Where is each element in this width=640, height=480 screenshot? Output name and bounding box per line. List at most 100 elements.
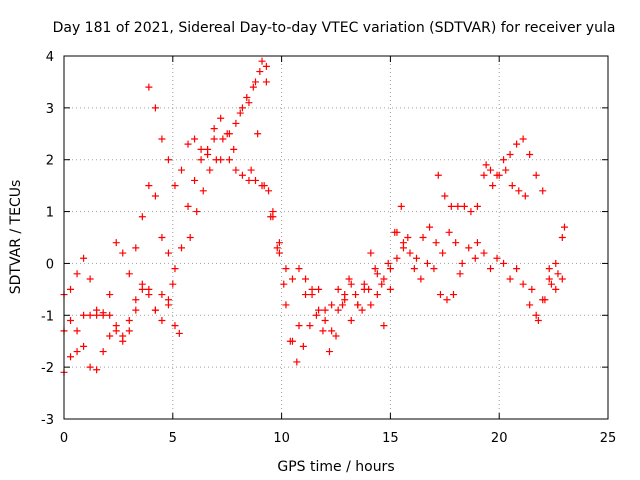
data-point (312, 311, 320, 319)
data-point (486, 265, 494, 273)
data-point (80, 254, 88, 262)
data-point (247, 166, 255, 174)
data-point (132, 296, 140, 304)
data-point (558, 275, 566, 283)
x-tick-label: 20 (491, 431, 508, 446)
data-point (112, 239, 120, 247)
data-point (465, 244, 473, 252)
data-point (251, 78, 259, 86)
data-point (473, 202, 481, 210)
data-point (325, 348, 333, 356)
data-point (193, 208, 201, 216)
data-point (450, 291, 458, 299)
series-track-c (60, 280, 177, 340)
data-point (288, 275, 296, 283)
data-point (67, 285, 75, 293)
data-point (99, 309, 107, 317)
data-point (269, 213, 277, 221)
data-point (467, 208, 475, 216)
data-point (426, 223, 434, 231)
series-track-k (482, 161, 568, 324)
data-point (341, 296, 349, 304)
data-point (560, 223, 568, 231)
data-point (67, 316, 75, 324)
y-axis-label: SDTVAR / TECUs (8, 180, 24, 295)
data-point (282, 265, 290, 273)
data-point (251, 176, 259, 184)
data-point (158, 316, 166, 324)
data-point (534, 316, 542, 324)
data-point (500, 156, 508, 164)
data-point (86, 363, 94, 371)
data-point (275, 239, 283, 247)
data-point (515, 187, 523, 195)
data-point (238, 104, 246, 112)
y-tick-label: -1 (41, 309, 54, 324)
series-track-h (269, 213, 479, 324)
data-point (443, 296, 451, 304)
data-point (73, 327, 81, 335)
data-point (243, 93, 251, 101)
data-point (119, 249, 127, 257)
data-point (191, 135, 199, 143)
data-point (380, 275, 388, 283)
data-point (158, 234, 166, 241)
data-point (282, 301, 290, 309)
data-point (378, 280, 386, 288)
data-point (145, 83, 153, 91)
data-point (539, 187, 547, 195)
data-point (519, 135, 527, 143)
data-point (526, 151, 534, 159)
x-tick-label: 15 (382, 431, 399, 446)
data-point (452, 239, 460, 247)
data-point (347, 316, 355, 324)
data-point (315, 285, 323, 293)
data-point (384, 259, 392, 267)
data-point (206, 166, 214, 174)
data-point (73, 270, 81, 278)
data-point (399, 244, 407, 252)
data-point (386, 285, 394, 293)
series-track-i (434, 135, 566, 293)
data-point (480, 249, 488, 257)
data-point (236, 109, 244, 117)
data-point (171, 182, 179, 190)
data-point (299, 342, 307, 350)
data-point (212, 156, 220, 164)
plot-frame (63, 55, 609, 420)
data-point (225, 130, 233, 138)
data-point (526, 301, 534, 309)
data-point (471, 254, 479, 262)
data-point (458, 259, 466, 267)
data-point (199, 187, 207, 195)
data-point (186, 234, 194, 241)
data-point (178, 166, 186, 174)
data-point (258, 57, 266, 65)
data-point (473, 239, 481, 247)
data-point (447, 202, 455, 210)
data-point (432, 239, 440, 247)
data-point (80, 342, 88, 350)
data-point (541, 296, 549, 304)
data-point (373, 270, 381, 278)
data-point (204, 151, 212, 159)
data-point (410, 265, 418, 273)
data-point (280, 280, 288, 288)
data-point (184, 202, 192, 210)
data-point (332, 332, 340, 340)
data-point (295, 265, 303, 273)
data-point (495, 171, 503, 179)
data-point (367, 301, 375, 309)
data-point (445, 228, 453, 236)
data-point (225, 156, 233, 164)
data-point (460, 202, 468, 210)
data-point (93, 311, 101, 319)
x-axis-label: GPS time / hours (277, 459, 394, 475)
y-tick-label: 2 (46, 154, 54, 169)
data-point (265, 187, 273, 195)
series-track-e (186, 57, 270, 241)
x-tick-label: 5 (169, 431, 177, 446)
data-point (145, 285, 153, 293)
data-point (119, 332, 127, 340)
